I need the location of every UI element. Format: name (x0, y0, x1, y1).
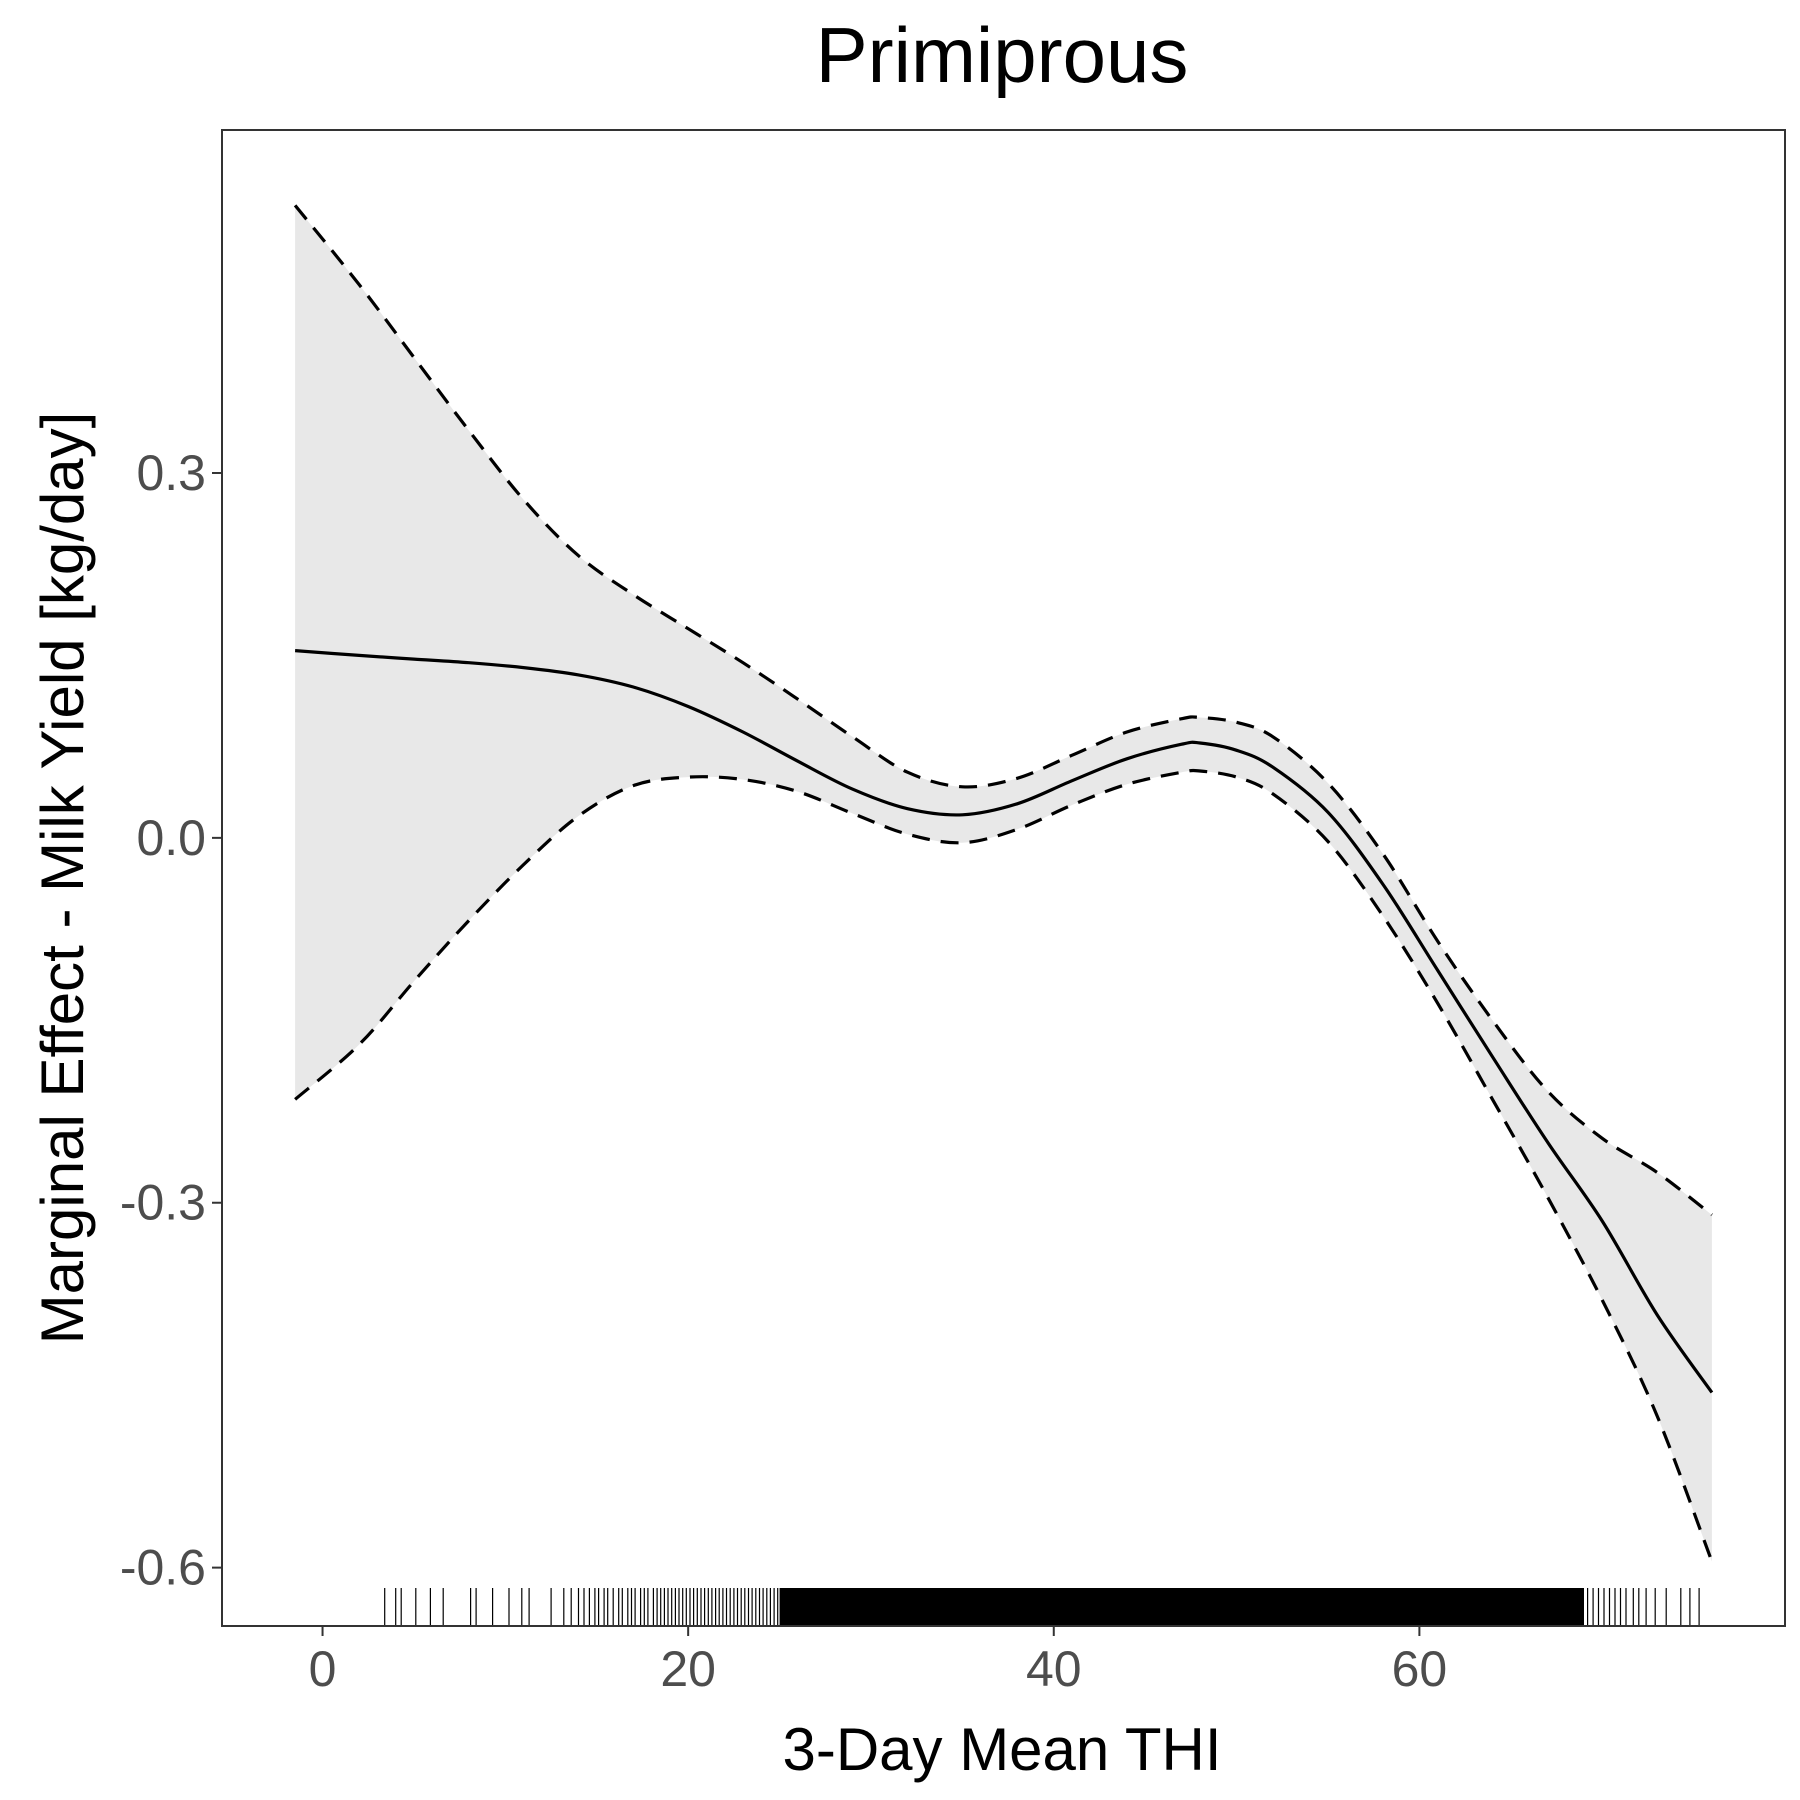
y-tick-label: 0.0 (136, 810, 206, 866)
y-axis-title: Marginal Effect - Milk Yield [kg/day] (29, 412, 96, 1345)
rug-dense-block (779, 1588, 1584, 1626)
x-tick-label: 0 (309, 1641, 337, 1697)
y-axis: 0.3 0.0 -0.3 -0.6 (120, 445, 222, 1596)
y-tick-label: 0.3 (136, 445, 206, 501)
fit-line (294, 649, 1714, 1394)
lower-ci-line (294, 768, 1714, 1563)
confidence-band (295, 205, 1712, 1562)
panel-border (221, 129, 1786, 1627)
y-tick-label: -0.6 (120, 1540, 206, 1596)
y-tick-label: -0.3 (120, 1175, 206, 1231)
x-tick-label: 20 (660, 1641, 716, 1697)
upper-ci-line (293, 204, 1713, 1217)
x-tick-label: 40 (1026, 1641, 1082, 1697)
x-axis: 0 20 40 60 (309, 1626, 1448, 1697)
chart-title: Primiprous (816, 11, 1189, 99)
x-tick-label: 60 (1392, 1641, 1448, 1697)
rug-marks (384, 1588, 1700, 1626)
x-axis-title: 3-Day Mean THI (782, 1716, 1221, 1783)
plot-area (293, 204, 1714, 1626)
